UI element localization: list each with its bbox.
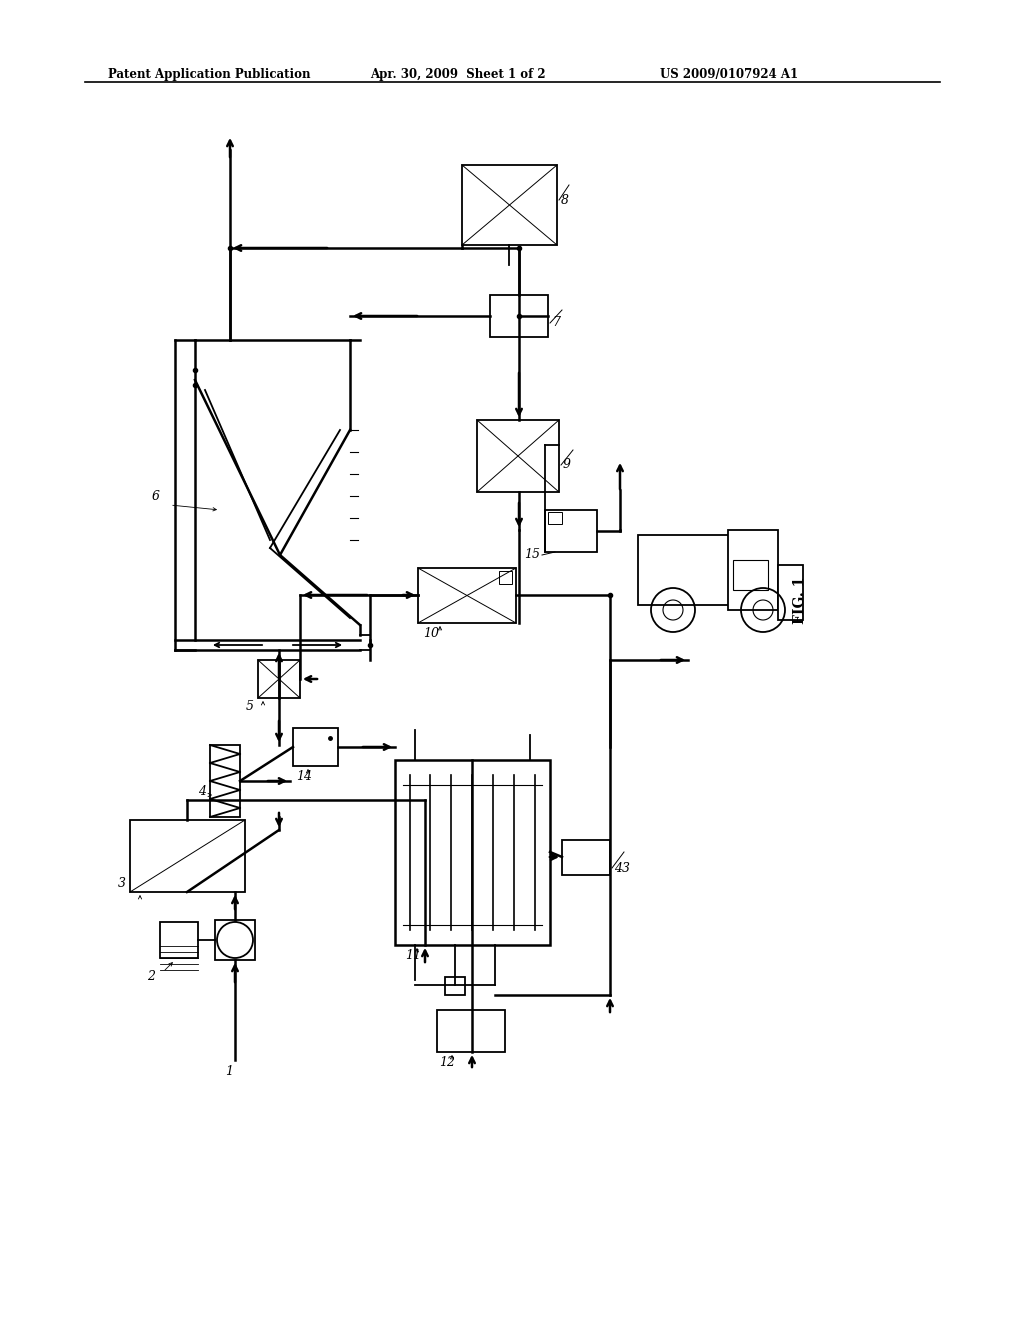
Bar — [499, 572, 512, 583]
Bar — [437, 1010, 505, 1052]
Text: 5: 5 — [246, 700, 254, 713]
Text: 4: 4 — [198, 785, 206, 799]
Bar — [778, 565, 803, 620]
Bar — [210, 744, 240, 817]
Bar — [462, 165, 557, 246]
Text: Apr. 30, 2009  Sheet 1 of 2: Apr. 30, 2009 Sheet 1 of 2 — [370, 69, 546, 81]
Text: 12: 12 — [439, 1056, 455, 1069]
Bar — [545, 510, 597, 552]
Text: 8: 8 — [561, 194, 569, 206]
Bar — [293, 729, 338, 766]
Bar — [733, 560, 768, 590]
Text: 3: 3 — [118, 876, 126, 890]
Bar — [548, 512, 562, 524]
Bar — [418, 568, 516, 623]
Text: 2: 2 — [147, 970, 155, 983]
Bar — [728, 531, 778, 610]
Text: 10: 10 — [423, 627, 439, 640]
Bar — [477, 420, 559, 492]
Text: 7: 7 — [552, 317, 560, 330]
Bar — [258, 660, 300, 698]
Bar — [395, 760, 550, 945]
Text: 14: 14 — [296, 770, 312, 783]
Text: 43: 43 — [614, 862, 630, 874]
Text: FIG. 1: FIG. 1 — [793, 577, 807, 623]
Bar — [562, 840, 610, 875]
Bar — [215, 920, 255, 960]
Bar — [638, 535, 768, 605]
Bar — [445, 977, 465, 995]
Text: 15: 15 — [524, 548, 540, 561]
Bar — [130, 820, 245, 892]
Text: 11: 11 — [406, 949, 421, 962]
Bar — [490, 294, 548, 337]
Text: Patent Application Publication: Patent Application Publication — [108, 69, 310, 81]
Text: 6: 6 — [152, 490, 160, 503]
Bar — [160, 921, 198, 958]
Text: 9: 9 — [563, 458, 571, 471]
Text: US 2009/0107924 A1: US 2009/0107924 A1 — [660, 69, 798, 81]
Text: 1: 1 — [225, 1065, 233, 1078]
